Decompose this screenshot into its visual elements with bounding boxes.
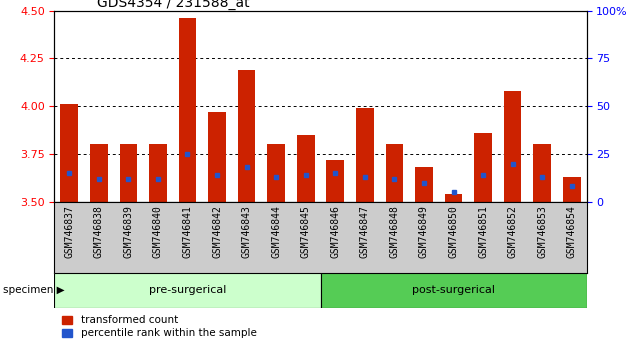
Text: GSM746847: GSM746847 xyxy=(360,205,370,258)
Text: GSM746838: GSM746838 xyxy=(94,205,104,258)
Bar xyxy=(533,144,551,202)
Bar xyxy=(208,112,226,202)
Bar xyxy=(356,108,374,202)
Text: pre-surgerical: pre-surgerical xyxy=(149,285,226,295)
Bar xyxy=(179,18,196,202)
Text: GSM746843: GSM746843 xyxy=(242,205,252,258)
Text: GSM746853: GSM746853 xyxy=(537,205,547,258)
Text: GSM746845: GSM746845 xyxy=(301,205,311,258)
Bar xyxy=(504,91,522,202)
Bar xyxy=(54,273,320,308)
Bar xyxy=(149,144,167,202)
Text: GSM746854: GSM746854 xyxy=(567,205,577,258)
Text: GSM746842: GSM746842 xyxy=(212,205,222,258)
Text: GSM746841: GSM746841 xyxy=(183,205,192,258)
Text: GSM746846: GSM746846 xyxy=(330,205,340,258)
Text: GDS4354 / 231588_at: GDS4354 / 231588_at xyxy=(97,0,250,10)
Bar xyxy=(320,273,587,308)
Bar xyxy=(563,177,581,202)
Bar xyxy=(326,160,344,202)
Legend: transformed count, percentile rank within the sample: transformed count, percentile rank withi… xyxy=(60,313,258,341)
Text: specimen ▶: specimen ▶ xyxy=(3,285,65,295)
Text: GSM746851: GSM746851 xyxy=(478,205,488,258)
Text: GSM746837: GSM746837 xyxy=(64,205,74,258)
Bar xyxy=(90,144,108,202)
Text: GSM746840: GSM746840 xyxy=(153,205,163,258)
Text: GSM746852: GSM746852 xyxy=(508,205,518,258)
Text: post-surgerical: post-surgerical xyxy=(412,285,495,295)
Bar xyxy=(60,104,78,202)
Bar xyxy=(238,70,256,202)
Bar xyxy=(445,194,462,202)
Bar xyxy=(385,144,403,202)
Bar xyxy=(415,167,433,202)
Bar xyxy=(297,135,315,202)
Bar xyxy=(267,144,285,202)
Text: GSM746850: GSM746850 xyxy=(449,205,458,258)
Text: GSM746844: GSM746844 xyxy=(271,205,281,258)
Bar xyxy=(474,133,492,202)
Text: GSM746839: GSM746839 xyxy=(123,205,133,258)
Text: GSM746849: GSM746849 xyxy=(419,205,429,258)
Bar xyxy=(119,144,137,202)
Text: GSM746848: GSM746848 xyxy=(389,205,399,258)
